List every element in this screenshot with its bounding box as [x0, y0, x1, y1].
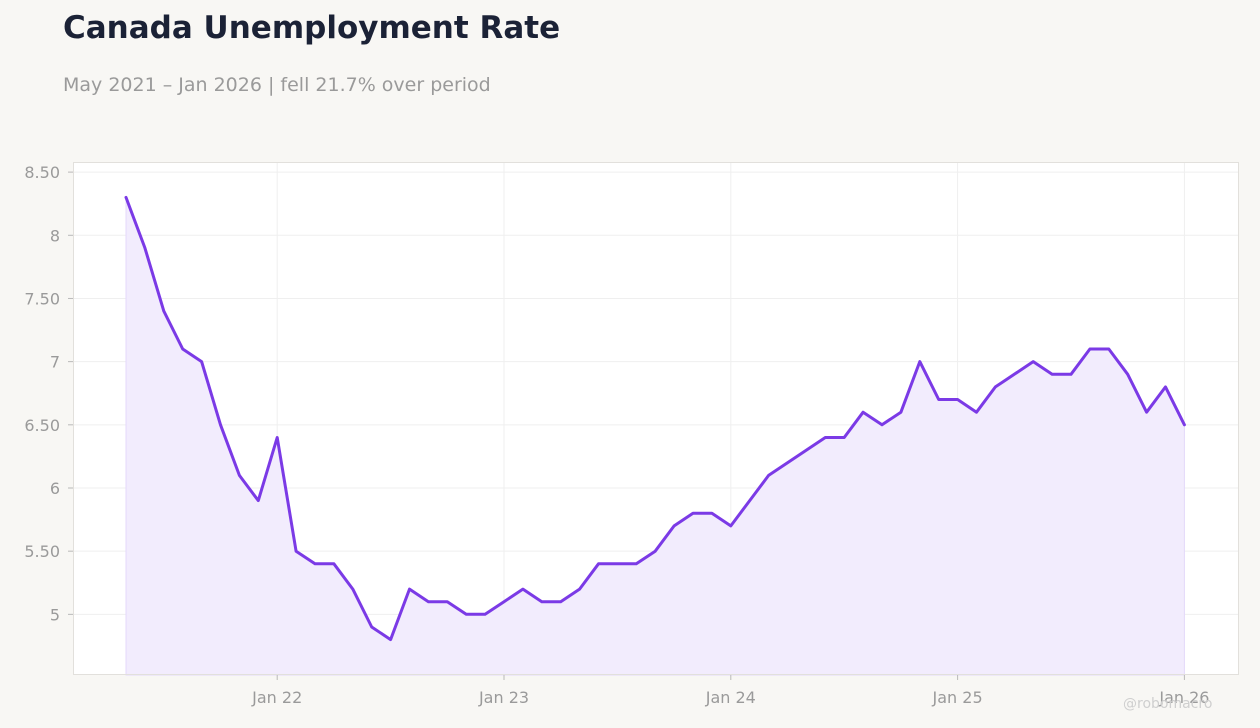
data-point: [181, 347, 185, 351]
data-point: [729, 524, 733, 528]
data-point: [313, 562, 317, 566]
data-point: [426, 600, 430, 604]
x-tick-label: Jan 26: [1158, 688, 1209, 707]
data-point: [710, 511, 714, 515]
data-point: [1069, 372, 1073, 376]
data-point: [124, 195, 128, 199]
data-point: [993, 385, 997, 389]
data-point: [748, 499, 752, 503]
data-point: [804, 448, 808, 452]
x-axis-ticks: Jan 22 Jan 23 Jan 24 Jan 25 Jan 26: [251, 675, 1209, 707]
x-tick-label: Jan 24: [705, 688, 756, 707]
data-point: [597, 562, 601, 566]
data-point: [294, 549, 298, 553]
data-point: [1088, 347, 1092, 351]
data-point: [880, 423, 884, 427]
y-tick-label: 5.50: [24, 542, 60, 561]
y-axis-ticks: 5 5.50 6 6.50 7 7.50 8 8.50: [24, 163, 73, 624]
data-point: [1031, 360, 1035, 364]
data-point: [1182, 423, 1186, 427]
data-point: [918, 360, 922, 364]
data-point: [237, 473, 241, 477]
data-point: [861, 410, 865, 414]
data-point: [200, 360, 204, 364]
data-point: [1107, 347, 1111, 351]
data-point: [899, 410, 903, 414]
data-point: [540, 600, 544, 604]
data-point: [615, 562, 619, 566]
data-point: [653, 549, 657, 553]
watermark: @robomacro: [1123, 696, 1213, 712]
series-line: [124, 195, 1186, 642]
chart-subtitle: May 2021 – Jan 2026 | fell 21.7% over pe…: [63, 74, 491, 96]
y-tick-label: 5: [50, 605, 60, 624]
data-point: [275, 436, 279, 440]
x-tick-label: Jan 23: [478, 688, 529, 707]
data-point: [1145, 410, 1149, 414]
data-point: [256, 499, 260, 503]
data-point: [1050, 372, 1054, 376]
y-tick-label: 7.50: [24, 289, 60, 308]
data-point: [1164, 385, 1168, 389]
data-point: [937, 398, 941, 402]
data-point: [370, 625, 374, 629]
x-tick-label: Jan 25: [932, 688, 983, 707]
y-tick-label: 8: [50, 226, 60, 245]
y-tick-label: 8.50: [24, 163, 60, 182]
data-point: [559, 600, 563, 604]
x-tick-label: Jan 22: [251, 688, 302, 707]
data-point: [767, 473, 771, 477]
data-point: [351, 587, 355, 591]
data-point: [521, 587, 525, 591]
data-point: [975, 410, 979, 414]
data-point: [408, 587, 412, 591]
data-point: [464, 612, 468, 616]
data-point: [445, 600, 449, 604]
data-point: [483, 612, 487, 616]
y-tick-label: 6.50: [24, 416, 60, 435]
chart-title: Canada Unemployment Rate: [63, 10, 561, 46]
y-tick-label: 7: [50, 353, 60, 372]
data-point: [219, 423, 223, 427]
data-point: [389, 638, 393, 642]
data-point: [1012, 372, 1016, 376]
data-point: [672, 524, 676, 528]
data-point: [1126, 372, 1130, 376]
data-point: [842, 436, 846, 440]
data-point: [162, 309, 166, 313]
plot-border: [73, 162, 1239, 675]
data-point: [956, 398, 960, 402]
data-point: [786, 461, 790, 465]
data-point: [691, 511, 695, 515]
data-point: [502, 600, 506, 604]
y-tick-label: 6: [50, 479, 60, 498]
data-point: [634, 562, 638, 566]
data-point: [578, 587, 582, 591]
data-point: [332, 562, 336, 566]
data-point: [823, 436, 827, 440]
data-point: [143, 246, 147, 250]
